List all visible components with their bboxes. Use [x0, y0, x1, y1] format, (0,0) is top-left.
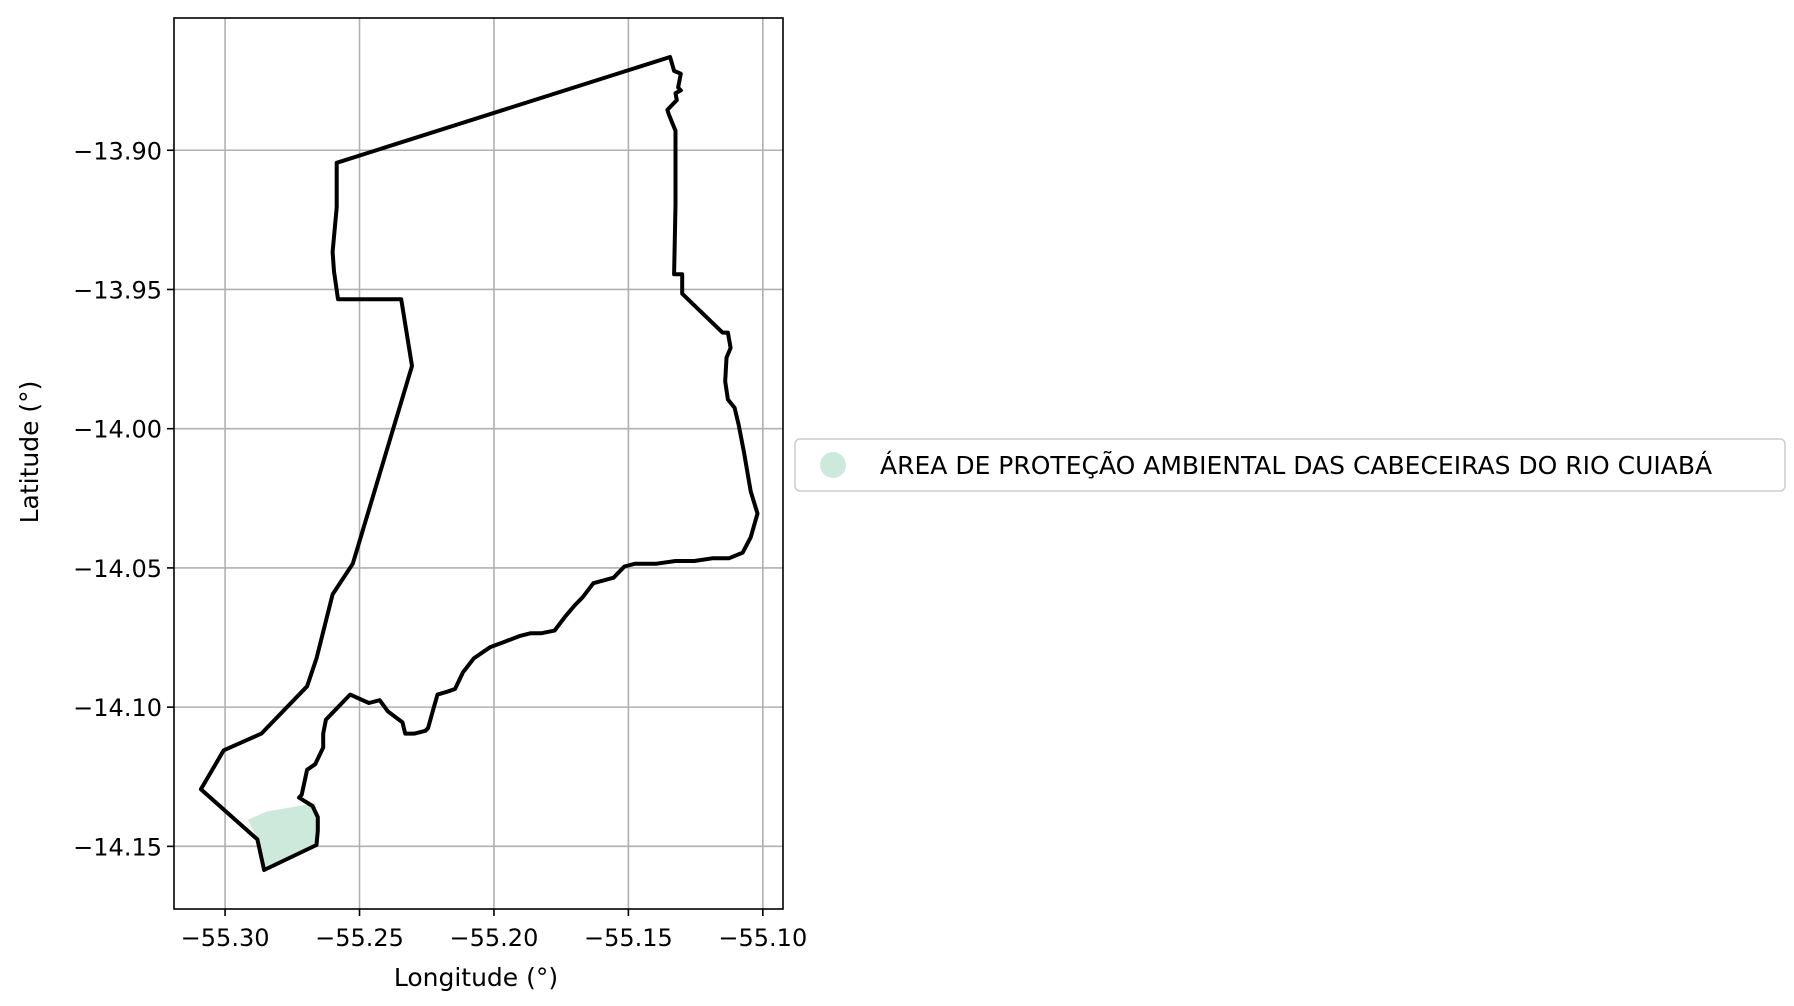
legend-entry-label: ÁREA DE PROTEÇÃO AMBIENTAL DAS CABECEIRA… [880, 450, 1712, 480]
protected-area-fill [247, 803, 318, 870]
y-axis-label: Latitude (°) [15, 381, 44, 524]
grid-lines [174, 18, 783, 909]
y-tick-label: −13.95 [73, 276, 162, 304]
y-tick-label: −14.10 [73, 694, 162, 722]
x-tick-label: −55.15 [584, 924, 673, 952]
x-tick-label: −55.25 [315, 924, 404, 952]
legend-marker-icon [820, 452, 846, 478]
x-tick-label: −55.30 [181, 924, 270, 952]
x-axis-label: Longitude (°) [394, 963, 558, 992]
x-tick-label: −55.20 [450, 924, 539, 952]
x-tick-label: −55.10 [718, 924, 807, 952]
y-tick-label: −14.00 [73, 416, 162, 444]
y-tick-label: −13.90 [73, 137, 162, 165]
x-axis-ticks: −55.30 −55.25 −55.20 −55.15 −55.10 [181, 909, 807, 952]
y-axis-ticks: −13.90 −13.95 −14.00 −14.05 −14.10 −14.15 [73, 137, 174, 861]
region-boundary-line [198, 55, 760, 872]
legend: ÁREA DE PROTEÇÃO AMBIENTAL DAS CABECEIRA… [794, 438, 1786, 492]
legend-frame [794, 438, 1786, 492]
plot-frame [173, 17, 784, 910]
y-tick-label: −14.15 [73, 833, 162, 861]
y-tick-label: −14.05 [73, 555, 162, 583]
